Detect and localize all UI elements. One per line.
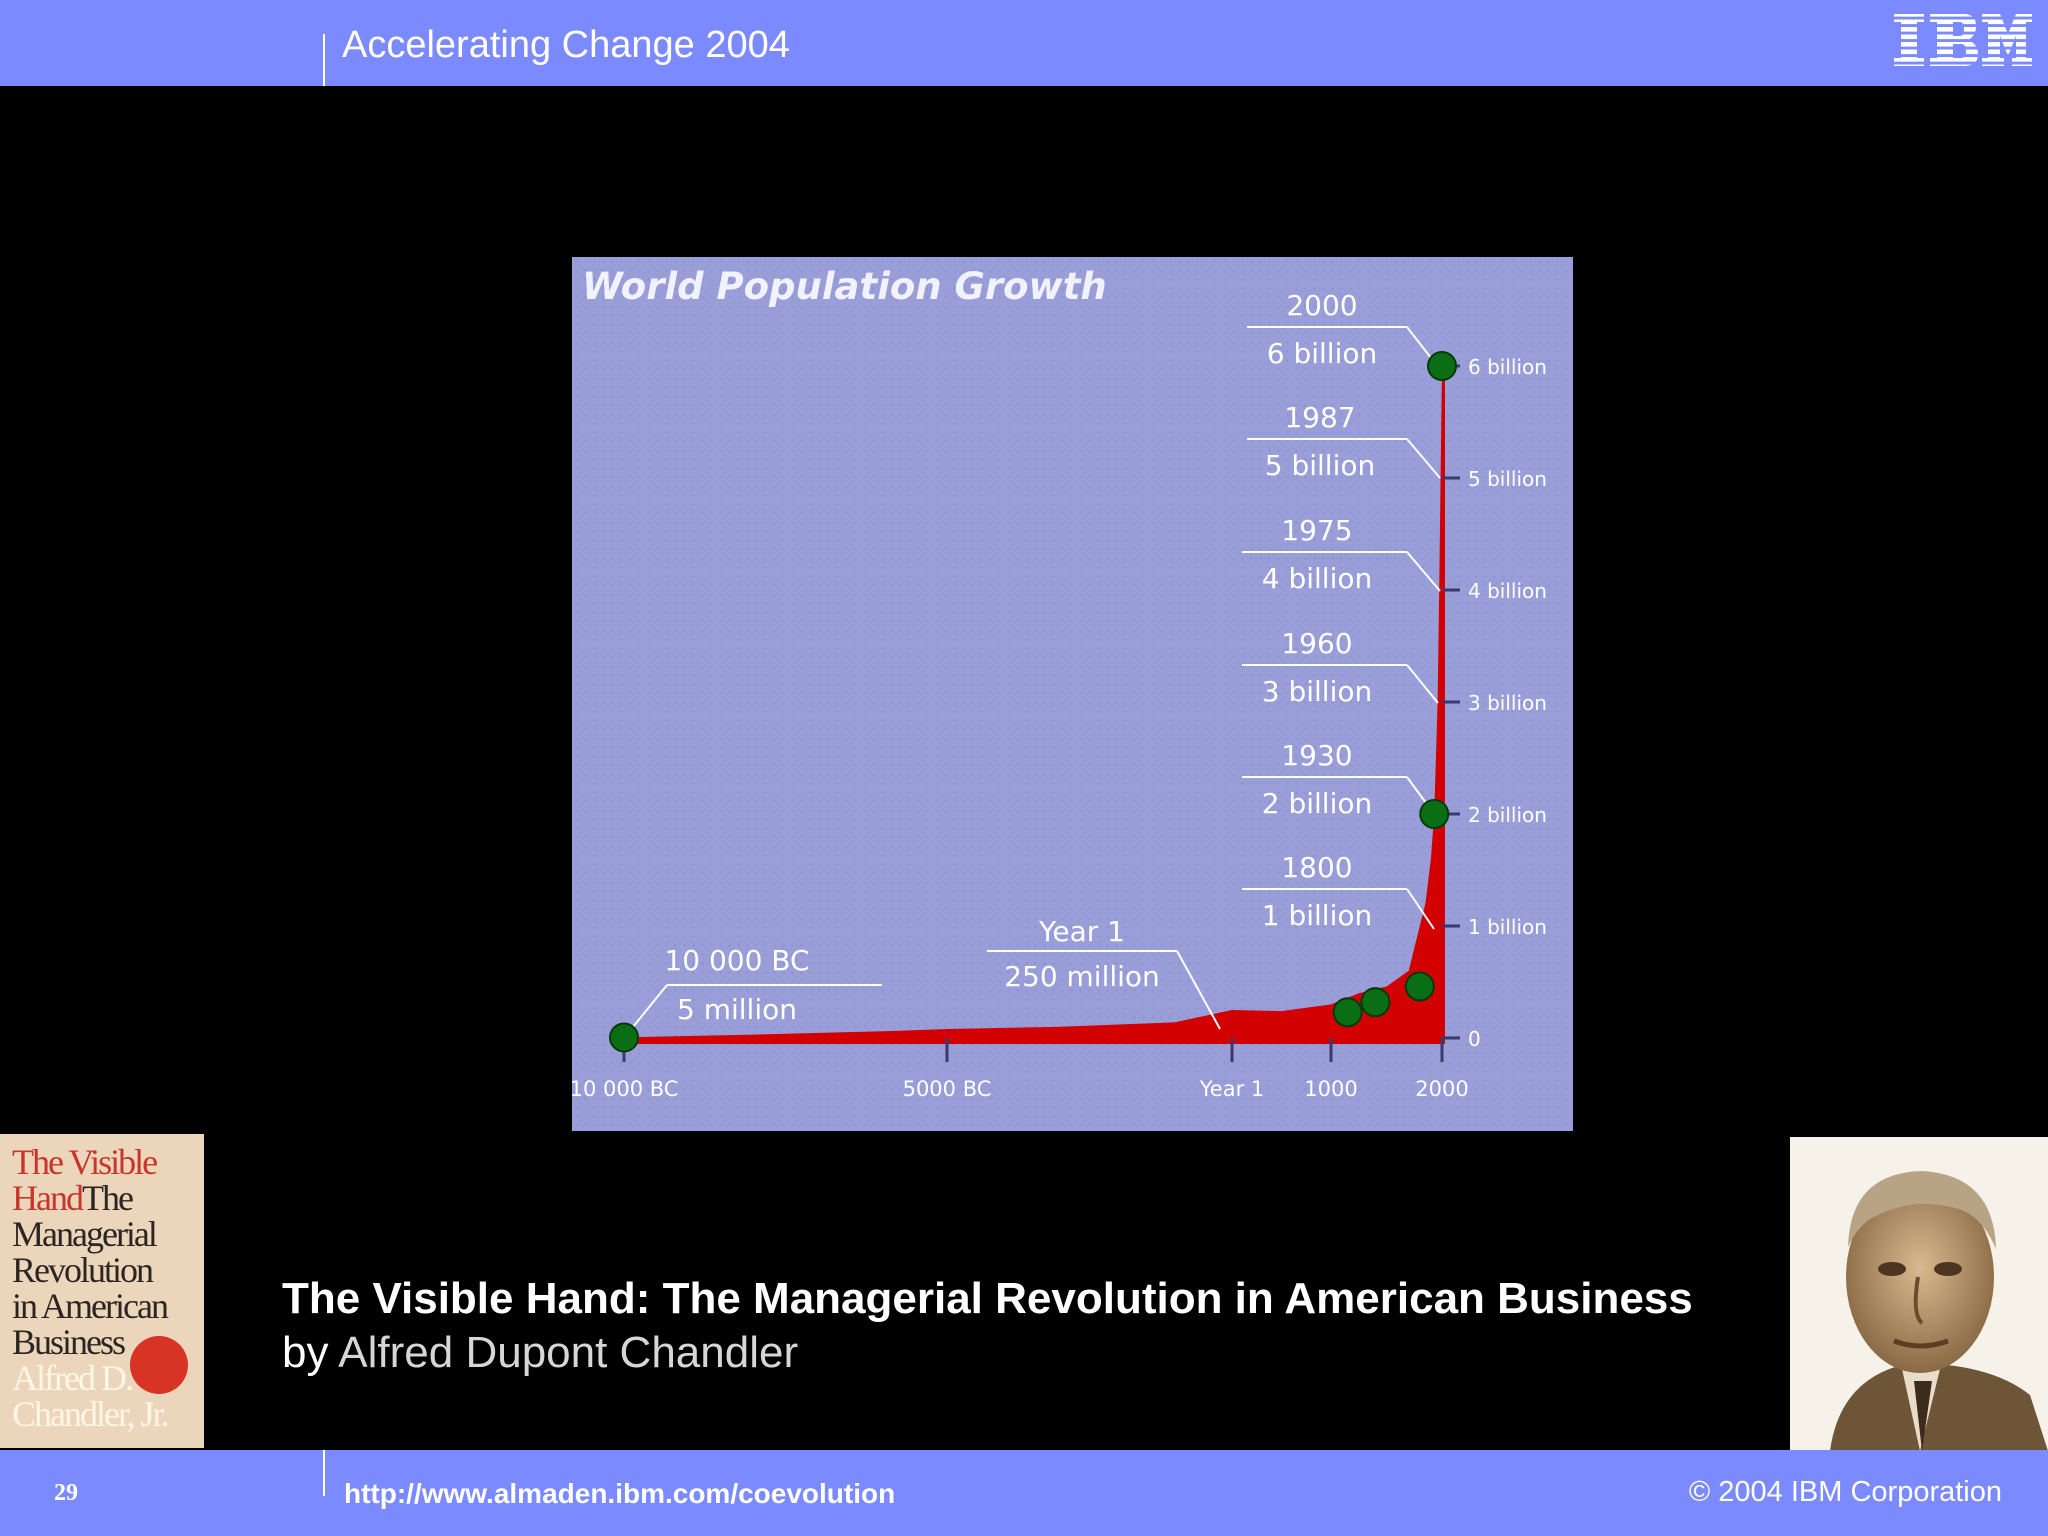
book-title: The Visible Hand: The Managerial Revolut… xyxy=(282,1274,1693,1323)
annotation-year: 1987 xyxy=(1284,401,1355,434)
book-cover-text: The xyxy=(81,1178,134,1218)
y-tick-label: 0 xyxy=(1468,1027,1481,1051)
x-tick-label: 10 000 BC xyxy=(572,1077,678,1101)
annotation-leader xyxy=(1406,888,1435,930)
annotation-leader xyxy=(1406,664,1439,704)
book-cover-text: Chandler, Jr. xyxy=(12,1394,170,1434)
by-label: by xyxy=(282,1328,329,1377)
slide-title: Accelerating Change 2004 xyxy=(342,24,790,66)
data-marker xyxy=(1427,351,1457,381)
annotation-value: 5 billion xyxy=(1265,449,1375,482)
annotation-year: 1930 xyxy=(1281,739,1352,772)
portrait-illustration xyxy=(1790,1137,2048,1451)
book-cover-text: Business xyxy=(12,1322,126,1362)
ibm-logo xyxy=(1894,14,2032,66)
book-cover-text: The Visible xyxy=(12,1142,158,1182)
annotation-year: 1960 xyxy=(1281,627,1352,660)
data-marker xyxy=(1404,971,1435,1002)
book-cover-text: Managerial xyxy=(12,1214,158,1254)
annotation-year: Year 1 xyxy=(1038,915,1125,948)
book-cover-text-row: HandThe xyxy=(12,1178,134,1218)
x-tick-label: 1000 xyxy=(1304,1077,1357,1101)
x-tick-label: 2000 xyxy=(1415,1077,1468,1101)
book-cover-image: The Visible HandThe Managerial Revolutio… xyxy=(0,1134,204,1448)
x-tick-label: Year 1 xyxy=(1199,1077,1265,1101)
book-cover-text: Revolution xyxy=(12,1250,154,1290)
author-portrait-photo xyxy=(1790,1137,2048,1451)
slide-footer: 29 http://www.almaden.ibm.com/coevolutio… xyxy=(0,1450,2048,1536)
chart-panel: World Population Growth 10 000 BC 5000 BC… xyxy=(572,257,1573,1131)
book-author-line: by Alfred Dupont Chandler xyxy=(282,1328,798,1378)
data-marker xyxy=(1332,997,1363,1028)
annotation-year: 1800 xyxy=(1281,851,1352,884)
annotation-year: 2000 xyxy=(1286,289,1357,322)
y-tick-label: 6 billion xyxy=(1468,355,1547,379)
annotation-year: 1975 xyxy=(1281,514,1352,547)
footer-url-link[interactable]: http://www.almaden.ibm.com/coevolution xyxy=(344,1478,896,1509)
annotation-value: 250 million xyxy=(1004,960,1160,993)
annotation-leader xyxy=(1176,950,1221,1030)
book-seal-badge xyxy=(130,1336,188,1394)
y-tick-label: 5 billion xyxy=(1468,467,1547,491)
y-tick-label: 1 billion xyxy=(1468,915,1547,939)
header-divider xyxy=(323,34,325,86)
data-marker xyxy=(1419,799,1450,829)
book-cover-text: in American xyxy=(12,1286,169,1326)
author-name: Alfred Dupont Chandler xyxy=(338,1328,799,1377)
book-cover-text: Hand xyxy=(12,1178,84,1218)
annotation-value: 1 billion xyxy=(1262,899,1372,932)
y-tick-label: 4 billion xyxy=(1468,579,1547,603)
annotation-value: 3 billion xyxy=(1262,675,1372,708)
annotation-year: 10 000 BC xyxy=(664,944,809,977)
data-marker xyxy=(609,1022,639,1053)
page-number: 29 xyxy=(54,1480,78,1506)
y-tick-label: 3 billion xyxy=(1468,691,1547,715)
annotation-value: 5 million xyxy=(677,993,797,1026)
data-marker xyxy=(1360,987,1391,1018)
x-tick-label: 5000 BC xyxy=(903,1077,992,1101)
footer-divider xyxy=(323,1450,325,1496)
annotation-value: 2 billion xyxy=(1262,787,1372,820)
book-cover-text: Alfred D. xyxy=(12,1358,134,1398)
copyright-text: © 2004 IBM Corporation xyxy=(1688,1476,2002,1508)
annotation-leader xyxy=(1406,551,1441,592)
slide-header: Accelerating Change 2004 xyxy=(0,0,2048,86)
chart-title: World Population Growth xyxy=(582,265,1107,308)
annotation-leader xyxy=(1406,438,1441,479)
annotation-value: 6 billion xyxy=(1267,337,1377,370)
annotation-value: 4 billion xyxy=(1262,562,1372,595)
population-chart: World Population Growth 10 000 BC 5000 BC… xyxy=(572,265,1547,1101)
y-tick-label: 2 billion xyxy=(1468,803,1547,827)
